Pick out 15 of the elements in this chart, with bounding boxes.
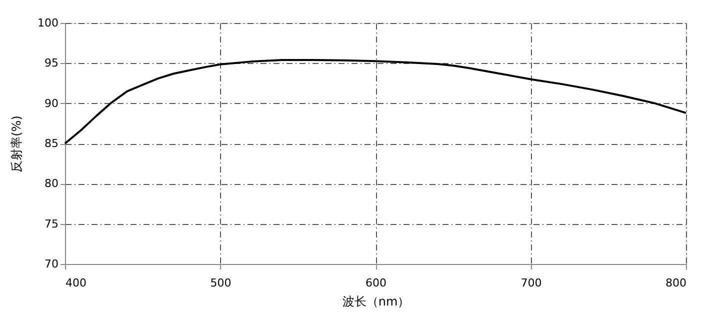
x-tick-label: 800 [666,276,686,290]
y-tick-label: 100 [38,16,58,30]
line-series [64,58,687,144]
y-tick-label: 70 [44,258,58,270]
y-axis-title: 反射率(%) [10,116,24,172]
x-axis-title: 波长（nm） [342,294,410,308]
y-tick-label: 90 [44,96,58,110]
x-tick-label: 500 [210,276,232,290]
y-tick-label: 75 [44,217,58,230]
x-tick-label: 600 [366,276,386,290]
y-tick-label: 85 [44,137,58,150]
y-tick-label: 95 [44,56,58,70]
y-tick-label: 80 [44,177,58,190]
x-tick-label: 700 [520,276,542,290]
x-tick-label: 400 [66,276,86,290]
